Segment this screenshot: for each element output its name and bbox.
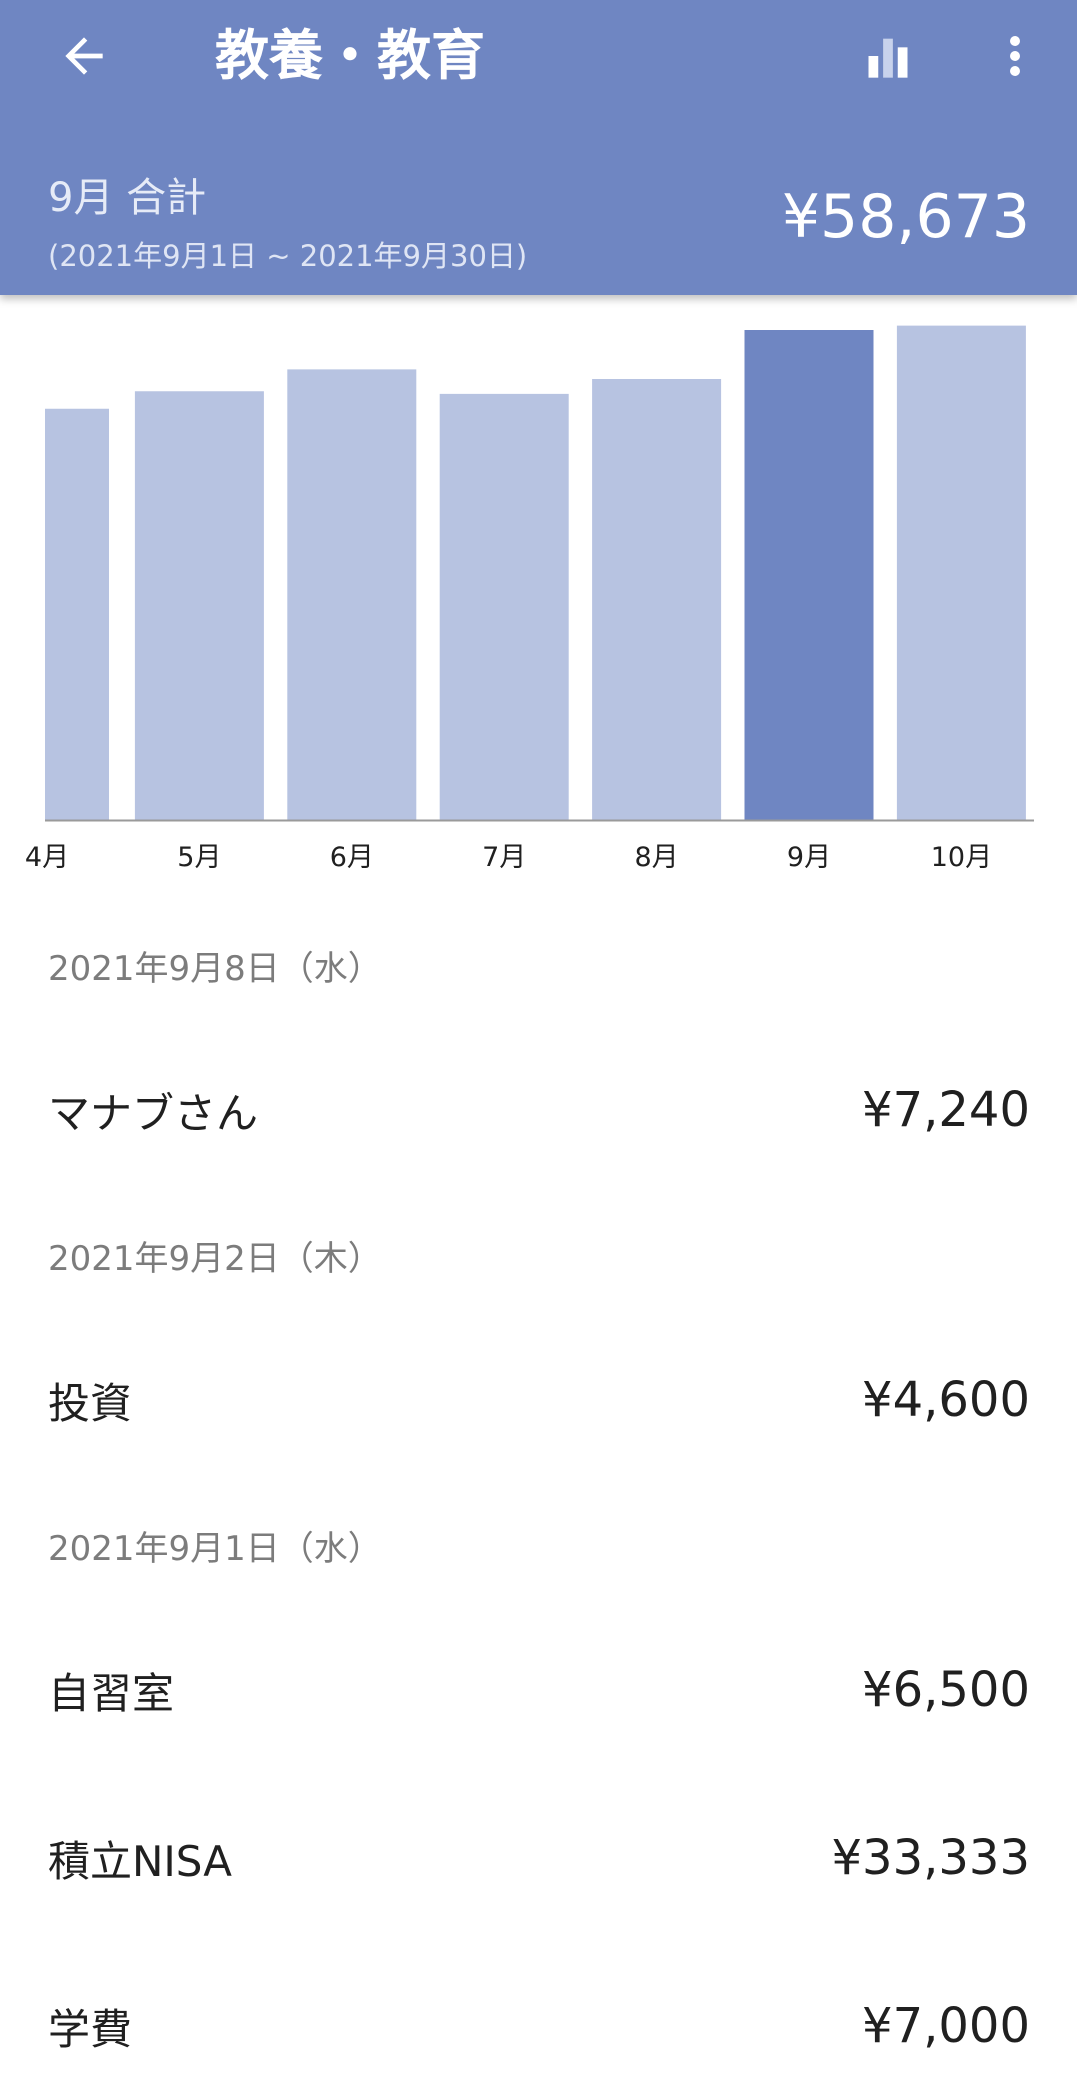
summary-date-range: (2021年9月1日 ~ 2021年9月30日): [48, 239, 528, 273]
transaction-amount: ¥6,500: [862, 1662, 1030, 1718]
date-header: 2021年9月1日（水）: [48, 1528, 382, 1569]
back-button[interactable]: [44, 16, 124, 96]
transaction-name: 積立NISA: [48, 1836, 232, 1886]
summary-total: ¥58,673: [781, 182, 1030, 252]
date-header: 2021年9月8日（水）: [48, 948, 382, 989]
bar-5月[interactable]: [134, 391, 264, 820]
transaction-row[interactable]: 積立NISA ¥33,333: [0, 1798, 1077, 1918]
x-tick-label: 9月: [787, 842, 831, 873]
transaction-row[interactable]: 自習室 ¥6,500: [0, 1630, 1077, 1750]
transaction-row[interactable]: マナブさん ¥7,240: [0, 1050, 1077, 1170]
bar-9月[interactable]: [744, 330, 874, 820]
transaction-amount: ¥33,333: [831, 1830, 1031, 1886]
transaction-name: 自習室: [48, 1668, 175, 1718]
bar-8月[interactable]: [592, 379, 722, 820]
x-tick-label: 7月: [482, 842, 526, 873]
back-arrow-icon: [65, 37, 103, 75]
transaction-row[interactable]: 学費 ¥7,000: [0, 1966, 1077, 2086]
transaction-name: 学費: [48, 2004, 133, 2054]
x-tick-label: 4月: [25, 842, 69, 873]
more-options-button[interactable]: [975, 16, 1055, 96]
x-tick-label: 10月: [931, 842, 992, 873]
transaction-row[interactable]: 投資 ¥4,600: [0, 1340, 1077, 1460]
summary-label: 9月 合計: [48, 175, 207, 221]
chart-view-button[interactable]: [848, 16, 928, 96]
bar-4月[interactable]: [45, 408, 109, 820]
x-tick-label: 8月: [635, 842, 679, 873]
transaction-name: マナブさん: [48, 1088, 259, 1138]
bar-chart: 4月 5月 6月 7月 8月 9月 10月: [25, 325, 1034, 873]
date-header: 2021年9月2日（木）: [48, 1238, 382, 1279]
x-tick-label: 6月: [330, 842, 374, 873]
bar-7月[interactable]: [439, 393, 569, 820]
bar-6月[interactable]: [287, 369, 417, 820]
transaction-amount: ¥7,240: [862, 1082, 1030, 1138]
transaction-amount: ¥7,000: [862, 1998, 1030, 2054]
transaction-list: 2021年9月8日（水） マナブさん ¥7,240 2021年9月2日（木） 投資 ¥4,…: [0, 880, 1077, 2086]
page-title: 教養・教育: [215, 24, 485, 87]
transaction-name: 投資: [48, 1378, 133, 1428]
bar-chart-icon: [868, 38, 908, 78]
bar-10月[interactable]: [896, 325, 1026, 820]
app-bar: 教養・教育 9月 合計 (2021年9月1日 ~ 2021年9月30日) ¥58…: [0, 0, 1077, 295]
monthly-bar-chart: 4月 5月 6月 7月 8月 9月 10月: [0, 295, 1077, 880]
transaction-amount: ¥4,600: [862, 1372, 1030, 1428]
more-vert-icon: [1010, 36, 1020, 76]
x-tick-label: 5月: [177, 842, 221, 873]
